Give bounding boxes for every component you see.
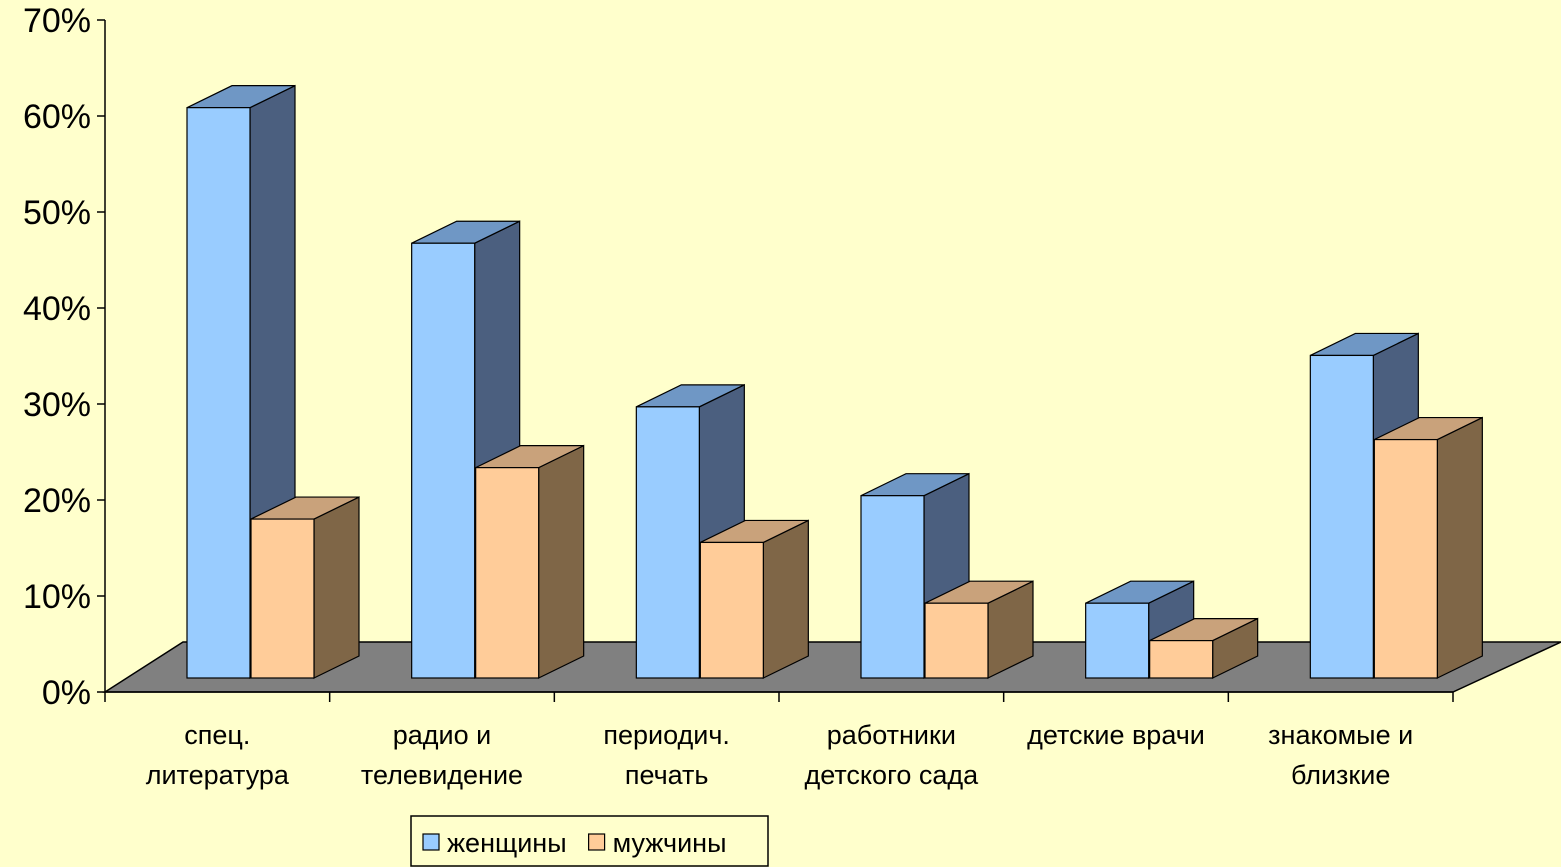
legend-label: мужчины — [613, 828, 727, 858]
category-label: знакомые и близкие — [1268, 720, 1413, 790]
bar-front — [635, 406, 700, 679]
bar-front — [699, 541, 764, 679]
y-tick-label: 50% — [23, 194, 91, 232]
legend-swatch — [422, 833, 440, 851]
y-tick-label: 20% — [23, 482, 91, 520]
legend-label: женщины — [447, 828, 567, 858]
value-axis: 0% 10% 20% 30% 40% 50% 60% 70% — [23, 2, 106, 712]
bar-мужчины-2 — [699, 519, 809, 679]
bar-front — [1309, 354, 1374, 679]
bar-front — [411, 242, 476, 679]
bar-side — [538, 444, 585, 679]
category-label: спец. литература — [146, 720, 290, 790]
y-tick-label: 10% — [23, 578, 91, 616]
bar-мужчины-1 — [475, 444, 585, 679]
bar-мужчины-5 — [1373, 416, 1483, 679]
bar-front — [860, 495, 925, 679]
bar-мужчины-0 — [250, 496, 360, 679]
category-label: радио и телевидение — [361, 720, 523, 790]
category-label: периодич. печать — [603, 720, 730, 790]
bar-side — [1436, 416, 1483, 679]
bar-front — [1373, 438, 1438, 679]
bar-side — [313, 496, 360, 679]
bar-side — [762, 519, 809, 679]
category-axis: спец. литература радио и телевидение периоди… — [104, 691, 1454, 790]
bar-мужчины-3 — [924, 580, 1034, 679]
y-tick-label: 0% — [42, 674, 91, 712]
bar-front — [475, 467, 540, 679]
category-label: детские врачи — [1027, 720, 1205, 750]
legend-swatch — [588, 833, 606, 851]
bar-front — [250, 518, 315, 679]
legend: женщины мужчины — [410, 815, 769, 867]
y-tick-label: 60% — [23, 98, 91, 136]
bar-мужчины-4 — [1149, 617, 1259, 679]
y-tick-label: 30% — [23, 386, 91, 424]
bar-front — [186, 107, 251, 679]
y-tick-label: 70% — [23, 2, 91, 40]
bars — [186, 84, 1483, 679]
bar-front — [924, 602, 989, 679]
y-tick-label: 40% — [23, 290, 91, 328]
bar-front — [1149, 639, 1214, 679]
bar-front — [1085, 602, 1150, 679]
category-label: работники детского сада — [805, 720, 980, 790]
